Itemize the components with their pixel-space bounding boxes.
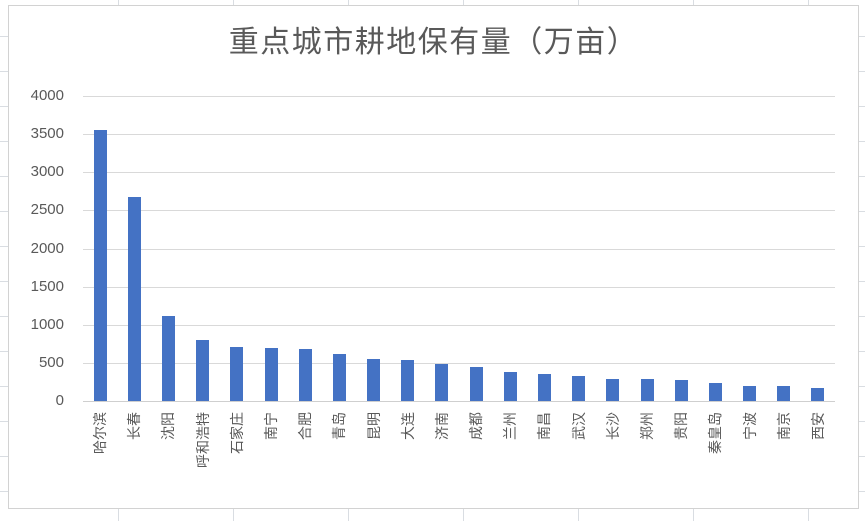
- x-axis-label: 兰州: [502, 412, 519, 440]
- y-axis-label: 1500: [30, 277, 64, 295]
- y-axis-label: 500: [38, 353, 64, 371]
- gridline: [83, 134, 835, 136]
- x-axis-label: 呼和浩特: [194, 412, 211, 468]
- bar[interactable]: [640, 378, 654, 401]
- bar[interactable]: [777, 386, 791, 401]
- x-axis-label: 长沙: [604, 412, 621, 440]
- x-axis-label: 郑州: [639, 412, 655, 440]
- x-axis-label: 宁波: [741, 412, 758, 440]
- gridline: [83, 248, 835, 250]
- bar[interactable]: [230, 347, 244, 401]
- x-axis-label: 贵阳: [673, 412, 690, 440]
- bar[interactable]: [537, 373, 551, 401]
- x-axis-label: 南宁: [263, 412, 279, 440]
- x-axis-label: 南昌: [536, 412, 553, 440]
- gridline: [83, 172, 835, 174]
- y-axis-label: 2000: [30, 239, 64, 257]
- bar[interactable]: [572, 375, 586, 401]
- bar[interactable]: [127, 197, 141, 401]
- bar[interactable]: [161, 315, 175, 401]
- x-axis-label: 青岛: [331, 412, 348, 440]
- bar[interactable]: [606, 378, 620, 401]
- bar[interactable]: [743, 385, 757, 401]
- gridline: [83, 324, 835, 326]
- x-axis-label: 西安: [809, 412, 826, 440]
- bar[interactable]: [469, 366, 483, 401]
- bar[interactable]: [674, 380, 688, 401]
- x-axis-label: 济南: [433, 412, 450, 440]
- x-axis-label: 石家庄: [228, 412, 245, 454]
- bar[interactable]: [811, 387, 825, 401]
- x-axis-label: 成都: [468, 412, 485, 440]
- x-axis-label: 昆明: [365, 412, 382, 440]
- gridline: [83, 96, 835, 97]
- bar[interactable]: [298, 348, 312, 401]
- y-axis-label: 4000: [30, 87, 64, 104]
- x-axis-label: 南京: [775, 412, 792, 440]
- gridline: [83, 401, 835, 402]
- x-axis-label: 沈阳: [160, 412, 177, 440]
- x-axis-label: 长春: [126, 412, 143, 440]
- y-axis-label: 2500: [30, 201, 64, 219]
- y-axis-label: 3500: [30, 125, 64, 143]
- x-axis-label: 合肥: [297, 412, 314, 440]
- y-axis-label: 0: [55, 392, 64, 409]
- chart-title: 重点城市耕地保有量（万亩）: [228, 26, 639, 59]
- bar[interactable]: [708, 383, 722, 401]
- bar-chart[interactable]: 重点城市耕地保有量（万亩） 0 500 1000 1500 2000 2500 3000 35…: [8, 5, 859, 509]
- bar[interactable]: [503, 372, 517, 401]
- gridline: [83, 210, 835, 212]
- gridline: [83, 286, 835, 288]
- x-axis-label: 大连: [399, 412, 416, 440]
- y-axis-label: 3000: [30, 163, 64, 181]
- bar[interactable]: [401, 359, 415, 401]
- gridline: [83, 362, 835, 364]
- bar[interactable]: [367, 358, 381, 401]
- x-axis-label: 哈尔滨: [92, 412, 109, 454]
- bar[interactable]: [196, 340, 210, 401]
- bar[interactable]: [332, 354, 346, 401]
- y-axis-label: 1000: [30, 315, 64, 333]
- x-axis-label: 秦皇岛: [707, 412, 724, 454]
- bar[interactable]: [93, 130, 107, 401]
- x-axis-label: 武汉: [570, 412, 587, 440]
- bar[interactable]: [435, 364, 449, 401]
- bar[interactable]: [264, 348, 278, 401]
